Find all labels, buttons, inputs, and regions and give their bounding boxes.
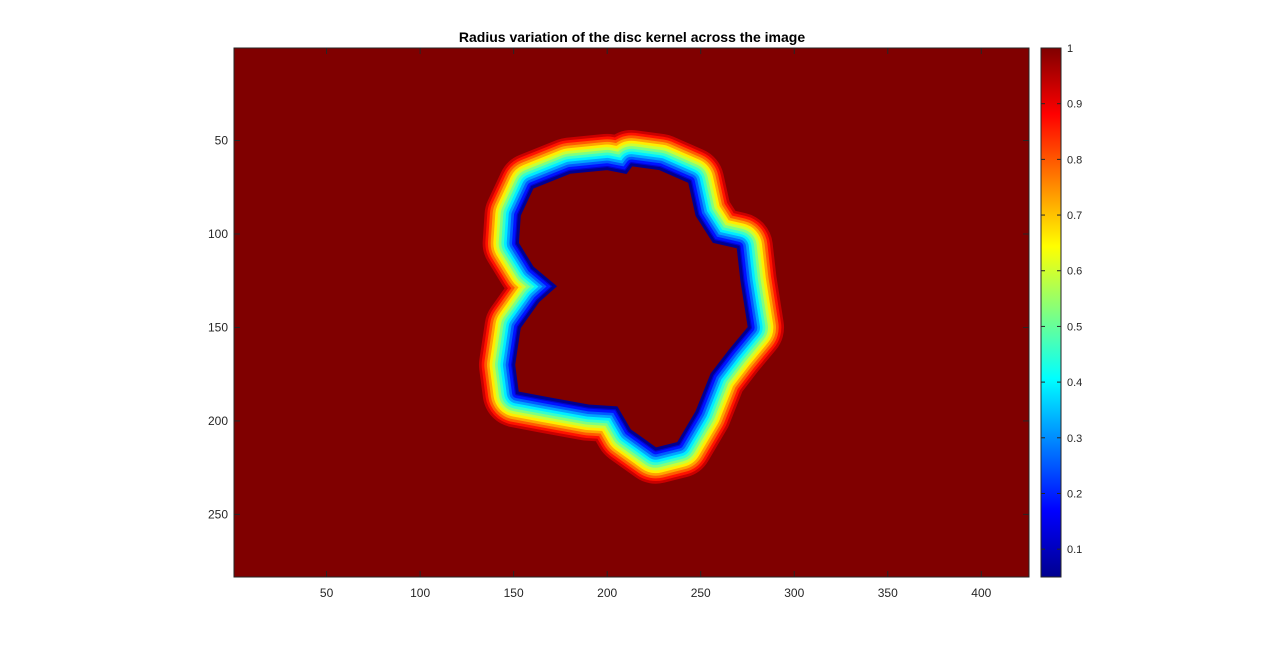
colorbar-tick-label: 0.5	[1067, 321, 1082, 333]
y-axis: 50 100 150 200 250	[208, 134, 1029, 521]
colorbar-tick-label: 0.8	[1067, 154, 1082, 166]
y-tick-label: 150	[208, 320, 228, 334]
colorbar-tick-label: 0.4	[1067, 377, 1082, 389]
colorbar-tick-label: 0.1	[1067, 544, 1082, 556]
heatmap-cells	[476, 127, 787, 487]
x-tick-label: 50	[320, 586, 334, 600]
x-tick-label: 300	[784, 586, 804, 600]
x-tick-label: 100	[410, 586, 430, 600]
y-tick-label: 250	[208, 507, 228, 521]
y-tick-label: 50	[215, 134, 229, 148]
colorbar-tick-label: 1	[1067, 43, 1073, 55]
x-axis: 50 100 150 200 250 300 350 400	[320, 48, 992, 600]
colorbar-tick-label: 0.7	[1067, 210, 1082, 222]
colorbar-tick-label: 0.6	[1067, 266, 1082, 278]
x-tick-label: 250	[691, 586, 711, 600]
colorbar-tick-label: 0.2	[1067, 488, 1082, 500]
y-tick-label: 200	[208, 414, 228, 428]
x-tick-label: 400	[971, 586, 991, 600]
heatmap-plot-area: 50 100 150 200 250 300 350 400 50 100 150 200 250	[208, 47, 1030, 600]
x-tick-label: 150	[504, 586, 524, 600]
colorbar-tick-label: 0.9	[1067, 99, 1082, 111]
plot-frame	[233, 47, 1030, 578]
heatmap-blob-interior	[512, 163, 751, 451]
colorbar: 0.1 0.2 0.3 0.4 0.5 0.6 0.7 0.8 0.9 1	[1040, 43, 1082, 578]
colorbar-ticks: 0.1 0.2 0.3 0.4 0.5 0.6 0.7 0.8 0.9 1	[1041, 43, 1082, 556]
chart-title: Radius variation of the disc kernel acro…	[459, 29, 805, 45]
y-tick-label: 100	[208, 227, 228, 241]
x-tick-label: 200	[597, 586, 617, 600]
colorbar-gradient	[1040, 47, 1062, 578]
colorbar-tick-label: 0.3	[1067, 433, 1082, 445]
x-tick-label: 350	[878, 586, 898, 600]
